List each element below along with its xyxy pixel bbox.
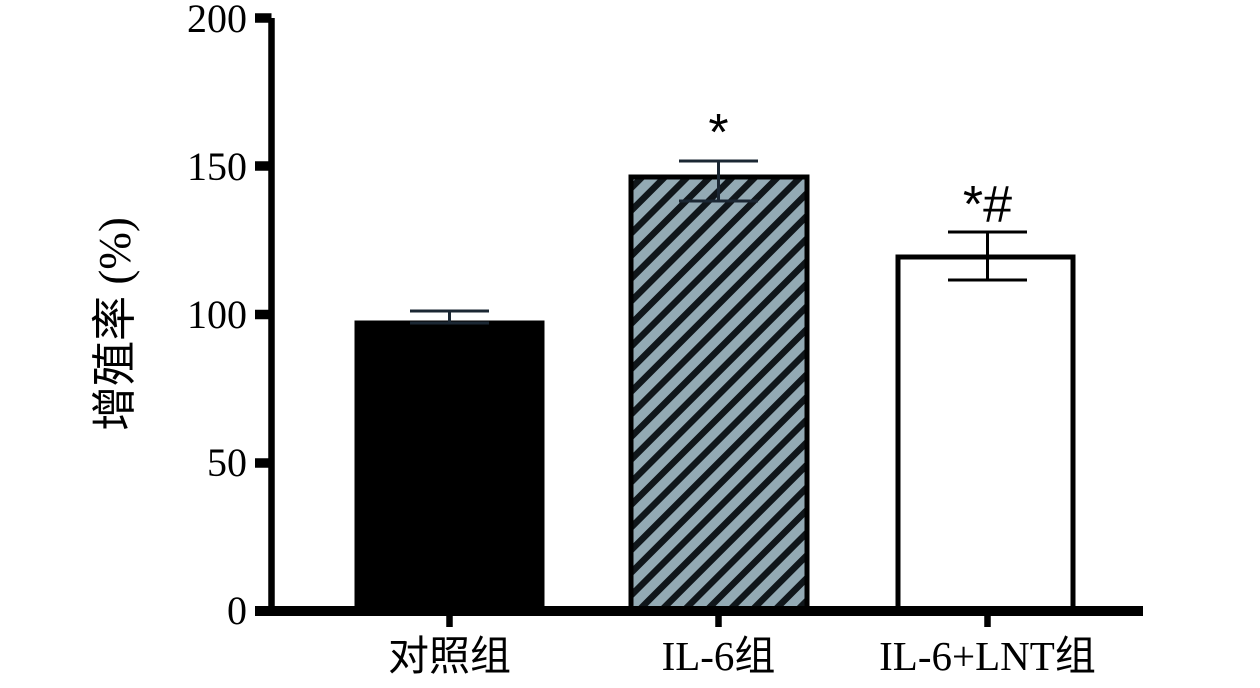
svg-text:0: 0 — [227, 588, 247, 633]
svg-text:*#: *# — [963, 176, 1012, 234]
svg-text:IL-6+LNT组: IL-6+LNT组 — [879, 633, 1096, 679]
svg-text:对照组: 对照组 — [388, 633, 511, 679]
svg-text:*: * — [708, 104, 728, 162]
svg-text:150: 150 — [187, 144, 247, 189]
svg-text:IL-6组: IL-6组 — [662, 633, 776, 679]
svg-text:增殖率 (%): 增殖率 (%) — [90, 217, 140, 431]
svg-text:200: 200 — [187, 0, 247, 41]
svg-text:50: 50 — [207, 440, 247, 485]
svg-text:100: 100 — [187, 292, 247, 337]
